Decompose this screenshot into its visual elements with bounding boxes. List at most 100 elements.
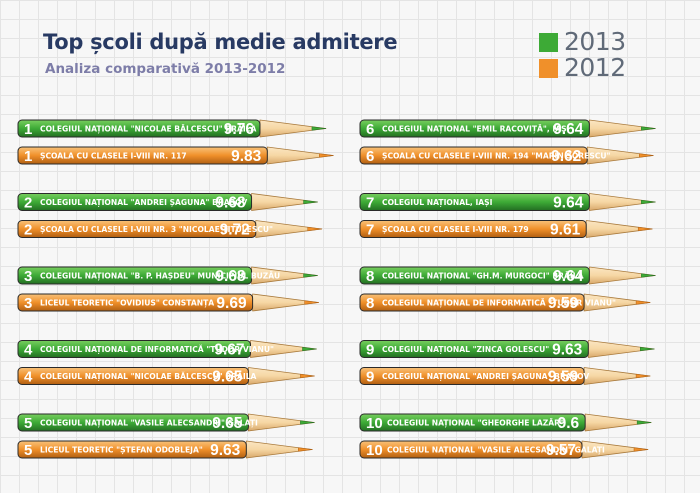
pencil-bar: 10 COLEGIUL NAȚIONAL "VASILE ALECSANDRI" … xyxy=(359,440,649,459)
legend-item-2013: 2013 xyxy=(539,29,626,55)
value-label: 9.63 xyxy=(552,342,583,359)
pencil-body-series0-rank9 xyxy=(359,340,589,358)
school-label: COLEGIUL NAȚIONAL, IAȘI xyxy=(382,198,493,208)
value-label: 9.62 xyxy=(551,148,581,165)
pencil-body-series1-rank4 xyxy=(17,367,249,385)
value-label: 9.61 xyxy=(550,222,581,239)
pencil-body-series1-rank7 xyxy=(359,220,587,238)
value-label: 9.72 xyxy=(220,222,250,239)
page-title: Top școli după medie admitere xyxy=(43,30,398,54)
value-label: 9.64 xyxy=(553,195,584,212)
school-label: LICEUL TEORETIC "OVIDIUS" CONSTANȚA xyxy=(40,298,214,308)
rank-label: 3 xyxy=(24,295,32,312)
pencil-lead xyxy=(303,273,318,278)
rank-label: 4 xyxy=(24,369,33,386)
school-label: COLEGIUL NAȚIONAL "VASILE ALECSANDRI" GA… xyxy=(40,418,258,428)
rank-label: 2 xyxy=(24,195,32,212)
pencil-bar: 6 ȘCOALA CU CLASELE I-VIII NR. 194 "MARIN… xyxy=(359,146,654,165)
pencil-lead xyxy=(639,153,654,158)
pencil-bar: 5 COLEGIUL NAȚIONAL "VASILE ALECSANDRI" G… xyxy=(17,413,315,432)
pencil-lead xyxy=(300,373,315,379)
pencil-body-series1-rank5 xyxy=(17,440,247,459)
rank-label: 7 xyxy=(366,195,374,212)
pencil-bar: 8 COLEGIUL NAȚIONAL "GH.M. MURGOCI" BRĂIL… xyxy=(359,266,656,285)
pencil-bar: 2 ȘCOALA CU CLASELE I-VIII NR. 3 "NICOLAE… xyxy=(17,220,323,239)
school-label: COLEGIUL NAȚIONAL "EMIL RACOVIȚĂ", IAȘI xyxy=(382,124,570,134)
pencil-lead xyxy=(636,420,652,425)
pencil-lead xyxy=(637,226,653,232)
rank-label: 9 xyxy=(366,342,374,359)
legend-label-2012: 2012 xyxy=(564,53,626,82)
legend-item-2012: 2012 xyxy=(539,55,626,81)
pencil-lead xyxy=(298,447,313,452)
rank-label: 1 xyxy=(24,121,32,138)
school-label: COLEGIUL NAȚIONAL "NICOLAE BĂLCESCU" BRĂ… xyxy=(40,372,257,382)
school-label: ȘCOALA CU CLASELE I-VIII NR. 117 xyxy=(40,151,187,160)
pencil-body-series0-rank10 xyxy=(359,413,586,432)
rank-label: 6 xyxy=(366,148,374,165)
value-label: 9.65 xyxy=(212,415,243,432)
school-label: COLEGIUL NAȚIONAL "ZINCA GOLESCU" xyxy=(382,345,549,355)
value-label: 9.68 xyxy=(215,268,246,285)
legend-label-2013: 2013 xyxy=(564,27,626,56)
pencil-lead xyxy=(635,373,651,379)
pencil-lead xyxy=(311,126,326,131)
school-label: COLEGIUL NAȚIONAL "VASILE ALECSANDRI" GA… xyxy=(387,445,605,455)
rank-label: 4 xyxy=(24,342,33,359)
school-label: COLEGIUL NAȚIONAL "GHEORGHE LAZĂR" xyxy=(387,418,564,428)
pencil-body-series1-rank8 xyxy=(359,293,585,312)
pencil-body-series0-rank7 xyxy=(359,193,590,211)
pencil-body-series1-rank10 xyxy=(359,440,583,459)
rank-label: 6 xyxy=(366,121,374,138)
pencil-bar: 5 LICEUL TEORETIC "ȘTEFAN ODOBLEJA" 9.63 xyxy=(17,440,313,459)
pencil-body-series0-rank5 xyxy=(17,413,249,432)
pencil-body-series0-rank6 xyxy=(359,119,590,138)
rank-label: 8 xyxy=(366,295,374,312)
rank-label: 8 xyxy=(366,268,374,285)
value-label: 9.64 xyxy=(553,121,584,138)
pencil-body-series0-rank4 xyxy=(17,340,251,358)
pencil-bar: 4 COLEGIUL NAȚIONAL DE INFORMATICĂ "TUDOR… xyxy=(17,340,317,359)
pencil-bar: 7 ȘCOALA CU CLASELE I-VIII NR. 179 9.61 xyxy=(359,220,653,239)
pencil-lead xyxy=(640,346,655,352)
value-label: 9.83 xyxy=(231,148,262,165)
pencil-bar: 1 ȘCOALA CU CLASELE I-VIII NR. 117 9.83 xyxy=(17,146,334,165)
value-label: 9.68 xyxy=(215,195,246,212)
pencil-lead xyxy=(633,447,649,452)
school-label: COLEGIUL NAȚIONAL DE INFORMATICĂ "TUDOR … xyxy=(40,345,274,355)
pencil-body-series0-rank2 xyxy=(17,193,253,211)
rank-label: 5 xyxy=(24,415,32,432)
rank-label: 10 xyxy=(366,442,383,459)
pencil-body-series0-rank8 xyxy=(359,266,590,285)
legend: 2013 2012 xyxy=(539,29,626,81)
pencil-lead xyxy=(302,346,317,352)
legend-swatch-2012 xyxy=(539,58,558,78)
rank-label: 2 xyxy=(24,222,32,239)
pencil-lead xyxy=(303,199,318,205)
pencil-lead xyxy=(300,420,315,425)
rank-label: 10 xyxy=(366,415,383,432)
pencil-body-series1-rank1 xyxy=(17,146,268,165)
pencil-bar: 4 COLEGIUL NAȚIONAL "NICOLAE BĂLCESCU" BR… xyxy=(17,367,315,386)
value-label: 9.69 xyxy=(216,295,247,312)
value-label: 9.6 xyxy=(558,415,580,432)
rank-label: 1 xyxy=(24,148,32,165)
pencil-body-series0-rank1 xyxy=(17,119,261,138)
pencil-body-series1-rank2 xyxy=(17,220,257,238)
pencil-lead xyxy=(641,273,656,278)
value-label: 9.64 xyxy=(553,268,584,285)
school-label: COLEGIUL NAȚIONAL "ANDREI ȘAGUNA" BRAȘOV xyxy=(40,198,247,208)
pencil-bar: 9 COLEGIUL NAȚIONAL "ZINCA GOLESCU" 9.63 xyxy=(359,340,655,359)
value-label: 9.59 xyxy=(548,369,579,386)
pencil-lead xyxy=(304,300,319,305)
school-label: COLEGIUL NAȚIONAL "GH.M. MURGOCI" BRĂILA xyxy=(382,271,584,281)
value-label: 9.76 xyxy=(224,121,255,138)
pencil-lead xyxy=(635,300,651,305)
school-label: COLEGIUL NAȚIONAL "B. P. HAȘDEU" MUNICIP… xyxy=(40,271,280,281)
school-label: ȘCOALA CU CLASELE I-VIII NR. 179 xyxy=(382,225,529,234)
pencil-lead xyxy=(641,126,656,131)
pencil-bar: 2 COLEGIUL NAȚIONAL "ANDREI ȘAGUNA" BRAȘO… xyxy=(17,193,318,212)
value-label: 9.59 xyxy=(548,295,579,312)
pencil-bar: 7 COLEGIUL NAȚIONAL, IAȘI 9.64 xyxy=(359,193,656,212)
